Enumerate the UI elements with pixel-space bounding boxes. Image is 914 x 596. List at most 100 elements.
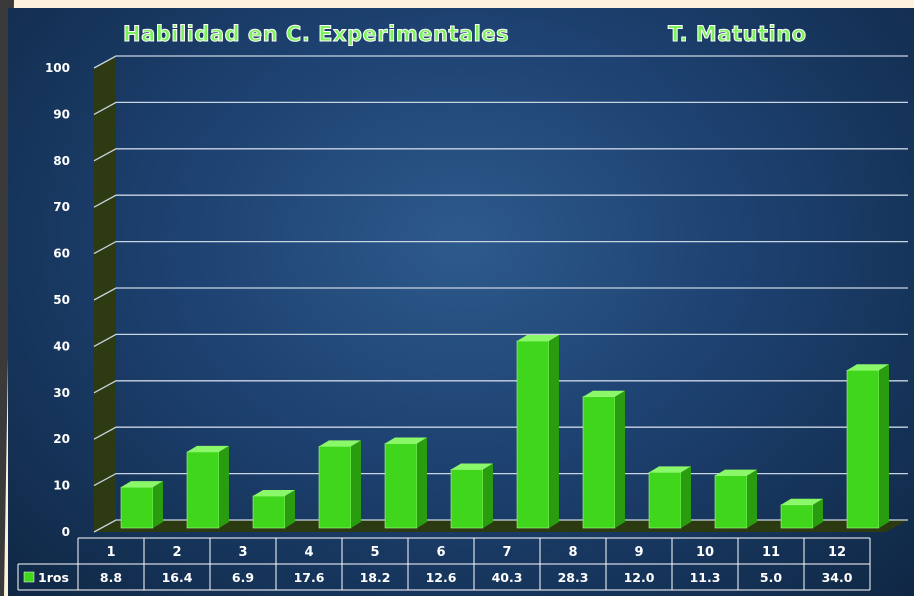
- gridline: [93, 55, 908, 69]
- chart-floor: [94, 520, 908, 532]
- bar-top: [715, 469, 757, 476]
- bar-top: [451, 463, 493, 470]
- x-tick-label: 11: [762, 545, 780, 560]
- x-tick-label: 1: [106, 545, 115, 560]
- legend-swatch: [23, 571, 35, 583]
- data-label: 40.3: [492, 570, 523, 585]
- bar: [450, 463, 493, 529]
- bar-front: [120, 486, 154, 529]
- chart-panel: 0 10 20 30 40 50 60 70 80 90 100 1 2 3 4 5 6 7 8 9 10 11 12 8.8…: [8, 8, 914, 596]
- bar-front: [582, 396, 616, 529]
- bar-side: [549, 335, 559, 528]
- bar: [714, 469, 757, 529]
- chart-subtitle: T. Matutino: [668, 22, 807, 47]
- x-tick-label: 12: [828, 545, 846, 560]
- gridline: [93, 333, 908, 347]
- data-label: 5.0: [760, 570, 782, 585]
- legend-label: 1ros: [38, 570, 69, 585]
- x-tick-label: 2: [172, 545, 181, 560]
- gridline: [93, 472, 908, 487]
- bar-front: [318, 446, 352, 529]
- bar-side: [483, 463, 493, 528]
- bar-front: [186, 451, 220, 529]
- bar-front: [714, 475, 748, 529]
- bar-front: [252, 495, 286, 529]
- y-tick-label: 70: [53, 200, 70, 214]
- bar: [318, 440, 361, 529]
- data-label: 8.8: [100, 570, 122, 585]
- bar: [846, 364, 889, 529]
- bar-top: [649, 466, 691, 473]
- x-tick-label: 8: [568, 545, 577, 560]
- bar-front: [516, 340, 550, 529]
- bar-top: [385, 437, 427, 444]
- chart-title: Habilidad en C. Experimentales: [122, 22, 510, 47]
- y-tick-label: 40: [53, 339, 70, 353]
- bar-side: [219, 445, 229, 528]
- data-table: 1 2 3 4 5 6 7 8 9 10 11 128.8 16.4 6.9 17.6 18.2 12.6 40.…: [17, 537, 871, 591]
- bar-side: [417, 437, 427, 528]
- gridline: [93, 101, 908, 115]
- gridline: [93, 519, 908, 533]
- bar-side: [681, 466, 691, 528]
- gridline: [93, 148, 908, 162]
- data-label: 18.2: [360, 570, 391, 585]
- y-tick-label: 50: [53, 293, 70, 307]
- gridline: [93, 380, 908, 394]
- bar-front: [384, 443, 418, 529]
- data-label: 28.3: [558, 570, 589, 585]
- data-label: 12.6: [426, 570, 457, 585]
- bar-front: [780, 504, 814, 529]
- bar: [186, 445, 229, 529]
- x-tick-label: 10: [696, 545, 714, 560]
- y-tick-label: 10: [53, 479, 70, 493]
- y-tick-label: 80: [53, 154, 70, 168]
- bar: [252, 489, 295, 529]
- bar-side: [813, 498, 823, 528]
- bar-side: [615, 390, 625, 528]
- y-tick-label: 20: [53, 432, 70, 446]
- bar-front: [846, 369, 880, 529]
- x-tick-label: 5: [370, 545, 379, 560]
- bar-front: [450, 469, 484, 529]
- bar: [582, 390, 625, 529]
- y-tick-label: 30: [53, 386, 70, 400]
- bar-top: [121, 481, 163, 488]
- bar-side: [879, 364, 889, 528]
- data-label: 17.6: [294, 570, 325, 585]
- bar-top: [847, 364, 889, 371]
- x-tick-label: 6: [436, 545, 445, 560]
- gridline: [93, 287, 908, 301]
- y-tick-label: 90: [53, 107, 70, 121]
- y-tick-label: 0: [62, 525, 70, 539]
- bar-top: [253, 489, 295, 496]
- data-label: 34.0: [822, 570, 853, 585]
- bar-top: [517, 335, 559, 342]
- gridline: [93, 426, 908, 440]
- x-tick-label: 4: [304, 545, 313, 560]
- bar-top: [781, 498, 823, 505]
- x-tick-label: 9: [634, 545, 643, 560]
- x-tick-label: 3: [238, 545, 247, 560]
- bar-top: [319, 440, 361, 447]
- gridline: [93, 194, 908, 208]
- bar-front: [648, 472, 682, 529]
- bar: [384, 437, 427, 529]
- bar-top: [187, 445, 229, 452]
- bar-side: [351, 440, 361, 528]
- bar-top: [583, 390, 625, 397]
- gridline: [93, 240, 908, 255]
- bar-side: [747, 469, 757, 528]
- x-tick-label: 7: [502, 545, 511, 560]
- data-label: 12.0: [624, 570, 655, 585]
- data-label: 11.3: [690, 570, 721, 585]
- data-label: 6.9: [232, 570, 254, 585]
- bar: [516, 335, 559, 529]
- y-tick-label: 60: [53, 247, 70, 261]
- bar: [120, 481, 163, 529]
- bar-side: [153, 481, 163, 528]
- data-label: 16.4: [162, 570, 193, 585]
- bar: [780, 498, 823, 529]
- y-tick-label: 100: [45, 61, 70, 75]
